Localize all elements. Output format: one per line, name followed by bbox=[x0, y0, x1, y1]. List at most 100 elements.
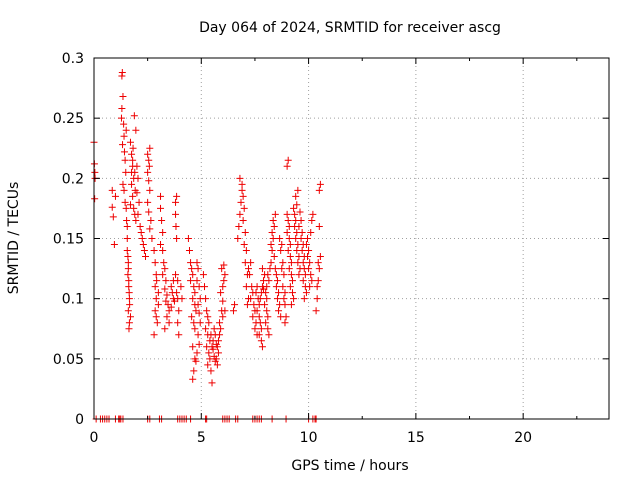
data-point bbox=[128, 180, 136, 188]
data-point bbox=[286, 283, 294, 291]
data-point bbox=[217, 325, 225, 333]
data-point bbox=[122, 204, 130, 212]
data-point bbox=[152, 271, 160, 279]
data-point bbox=[271, 265, 279, 273]
data-point bbox=[147, 216, 155, 224]
data-point bbox=[297, 216, 305, 224]
data-point bbox=[120, 148, 128, 156]
data-point bbox=[135, 198, 143, 206]
data-point bbox=[308, 216, 316, 224]
data-point bbox=[117, 114, 125, 122]
data-point bbox=[199, 271, 207, 279]
data-point bbox=[144, 198, 152, 206]
data-point bbox=[191, 289, 199, 297]
data-point bbox=[128, 168, 136, 176]
data-point bbox=[133, 162, 141, 170]
y-tick-labels: 0 0.05 0.1 0.15 0.2 0.25 0.3 bbox=[53, 51, 84, 428]
data-point bbox=[255, 313, 263, 321]
data-point bbox=[174, 277, 182, 285]
x-axis-label: GPS time / hours bbox=[291, 458, 408, 474]
data-point bbox=[314, 277, 322, 285]
data-point bbox=[275, 289, 283, 297]
data-point bbox=[219, 313, 227, 321]
data-point bbox=[280, 271, 288, 279]
data-point bbox=[294, 186, 302, 194]
data-point bbox=[150, 331, 158, 339]
data-point bbox=[272, 271, 280, 279]
data-point bbox=[302, 241, 310, 249]
data-point bbox=[257, 337, 265, 345]
data-point bbox=[267, 259, 275, 267]
data-point bbox=[188, 265, 196, 273]
data-point bbox=[242, 247, 250, 255]
data-point bbox=[124, 307, 132, 315]
data-point bbox=[201, 283, 209, 291]
data-point bbox=[118, 105, 126, 113]
data-point bbox=[267, 241, 275, 249]
data-point bbox=[134, 174, 142, 182]
data-point bbox=[281, 289, 289, 297]
data-point bbox=[157, 192, 165, 200]
data-point bbox=[283, 162, 291, 170]
data-point bbox=[196, 319, 204, 327]
data-point bbox=[264, 325, 272, 333]
data-point bbox=[219, 283, 227, 291]
data-point bbox=[148, 235, 156, 242]
data-point bbox=[119, 93, 127, 101]
data-point bbox=[309, 210, 317, 218]
data-point bbox=[315, 265, 323, 273]
data-point bbox=[243, 301, 251, 309]
data-point bbox=[219, 297, 227, 305]
data-point bbox=[299, 277, 307, 285]
data-point bbox=[284, 247, 292, 255]
data-point bbox=[247, 295, 255, 303]
axis-ticks bbox=[93, 57, 609, 420]
data-point bbox=[193, 277, 201, 285]
data-point bbox=[231, 301, 239, 309]
data-point bbox=[146, 225, 154, 233]
data-point bbox=[161, 325, 169, 333]
data-point bbox=[261, 301, 269, 309]
data-point bbox=[247, 259, 255, 267]
data-point bbox=[220, 261, 228, 269]
data-point bbox=[189, 375, 197, 383]
y-tick-label: 0.25 bbox=[53, 111, 84, 127]
data-point bbox=[206, 355, 214, 363]
data-point bbox=[315, 186, 323, 194]
data-point bbox=[236, 174, 244, 182]
data-point bbox=[275, 307, 283, 315]
data-point bbox=[308, 277, 316, 285]
data-point bbox=[109, 213, 117, 221]
data-point bbox=[120, 132, 128, 140]
data-point bbox=[145, 208, 153, 216]
data-point bbox=[119, 180, 127, 188]
data-point bbox=[262, 319, 270, 327]
data-point bbox=[129, 144, 137, 152]
data-point bbox=[161, 285, 169, 293]
data-point bbox=[216, 319, 224, 327]
plot-frame bbox=[93, 57, 610, 420]
data-point bbox=[288, 277, 296, 285]
data-point bbox=[236, 210, 244, 218]
data-point bbox=[268, 247, 276, 255]
data-point bbox=[124, 253, 132, 261]
data-point bbox=[124, 271, 132, 279]
data-point bbox=[145, 162, 153, 170]
data-point bbox=[203, 307, 211, 315]
data-point bbox=[295, 222, 303, 230]
grid-lines bbox=[94, 58, 609, 419]
data-point bbox=[163, 313, 171, 321]
data-point bbox=[175, 331, 183, 339]
data-point bbox=[204, 313, 212, 321]
data-point bbox=[293, 201, 301, 209]
data-point bbox=[189, 271, 197, 279]
data-point bbox=[145, 177, 153, 185]
data-point bbox=[249, 313, 257, 321]
y-tick-label: 0 bbox=[75, 412, 84, 428]
data-point bbox=[298, 228, 306, 236]
data-point bbox=[204, 361, 212, 369]
data-point bbox=[173, 192, 181, 200]
data-point bbox=[300, 295, 308, 303]
data-point bbox=[207, 367, 215, 375]
data-point bbox=[159, 271, 167, 279]
